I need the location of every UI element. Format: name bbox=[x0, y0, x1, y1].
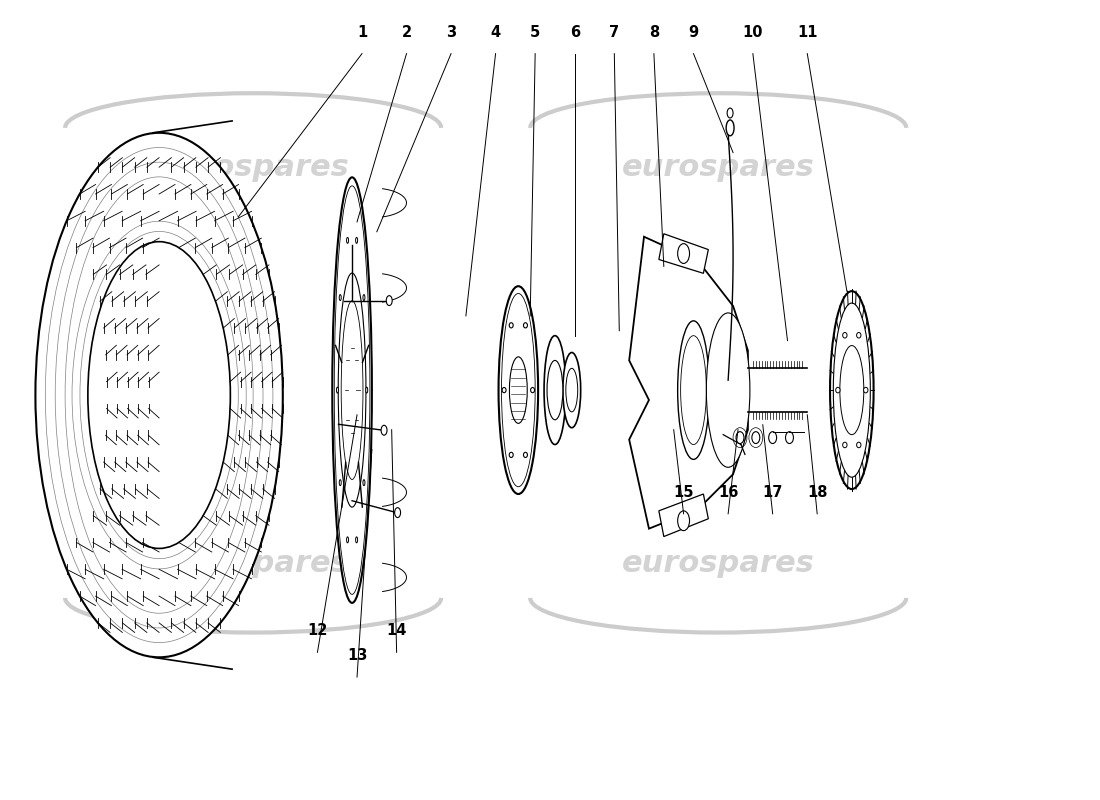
Text: eurospares: eurospares bbox=[621, 153, 815, 182]
Ellipse shape bbox=[752, 432, 760, 443]
Ellipse shape bbox=[524, 322, 527, 328]
Text: 7: 7 bbox=[609, 25, 619, 40]
Ellipse shape bbox=[678, 511, 690, 530]
Ellipse shape bbox=[830, 291, 873, 489]
Text: 16: 16 bbox=[718, 485, 738, 500]
Ellipse shape bbox=[381, 426, 387, 435]
Text: 13: 13 bbox=[346, 648, 367, 663]
Ellipse shape bbox=[544, 336, 565, 445]
Ellipse shape bbox=[332, 178, 372, 603]
Ellipse shape bbox=[727, 108, 733, 118]
Text: 10: 10 bbox=[742, 25, 763, 40]
Text: 4: 4 bbox=[491, 25, 501, 40]
Text: 17: 17 bbox=[762, 485, 783, 500]
Ellipse shape bbox=[843, 333, 847, 338]
Polygon shape bbox=[629, 237, 748, 529]
Ellipse shape bbox=[339, 480, 341, 486]
Ellipse shape bbox=[530, 387, 535, 393]
Ellipse shape bbox=[843, 442, 847, 448]
Ellipse shape bbox=[565, 368, 578, 412]
Text: eurospares: eurospares bbox=[621, 549, 815, 578]
Text: 9: 9 bbox=[689, 25, 698, 40]
Ellipse shape bbox=[706, 313, 750, 467]
Ellipse shape bbox=[509, 357, 527, 423]
Ellipse shape bbox=[563, 353, 581, 428]
Ellipse shape bbox=[346, 238, 349, 243]
Ellipse shape bbox=[337, 387, 339, 393]
Ellipse shape bbox=[509, 452, 514, 458]
Ellipse shape bbox=[785, 432, 793, 443]
Ellipse shape bbox=[341, 301, 363, 479]
Text: eurospares: eurospares bbox=[157, 549, 350, 578]
Polygon shape bbox=[659, 494, 708, 537]
Text: 5: 5 bbox=[530, 25, 540, 40]
Ellipse shape bbox=[547, 361, 563, 420]
Ellipse shape bbox=[678, 321, 710, 459]
Ellipse shape bbox=[365, 387, 367, 393]
Ellipse shape bbox=[736, 432, 744, 443]
Ellipse shape bbox=[769, 432, 777, 443]
Ellipse shape bbox=[839, 346, 864, 434]
Ellipse shape bbox=[386, 296, 393, 306]
Ellipse shape bbox=[355, 238, 358, 243]
Text: 14: 14 bbox=[386, 623, 407, 638]
Ellipse shape bbox=[524, 452, 527, 458]
Ellipse shape bbox=[502, 387, 506, 393]
Ellipse shape bbox=[678, 244, 690, 263]
Ellipse shape bbox=[35, 133, 283, 658]
Ellipse shape bbox=[857, 333, 861, 338]
Ellipse shape bbox=[395, 508, 400, 518]
Ellipse shape bbox=[355, 537, 358, 543]
Ellipse shape bbox=[498, 286, 538, 494]
Ellipse shape bbox=[726, 120, 734, 136]
Text: 6: 6 bbox=[570, 25, 580, 40]
Text: 8: 8 bbox=[649, 25, 659, 40]
Ellipse shape bbox=[363, 294, 365, 301]
Text: 2: 2 bbox=[402, 25, 411, 40]
Ellipse shape bbox=[363, 480, 365, 486]
Text: 1: 1 bbox=[356, 25, 367, 40]
Ellipse shape bbox=[836, 387, 840, 393]
Ellipse shape bbox=[864, 387, 868, 393]
Text: 12: 12 bbox=[307, 623, 328, 638]
Ellipse shape bbox=[339, 294, 341, 301]
Ellipse shape bbox=[346, 537, 349, 543]
Ellipse shape bbox=[509, 322, 514, 328]
Text: 18: 18 bbox=[807, 485, 827, 500]
Ellipse shape bbox=[88, 242, 230, 549]
Text: 11: 11 bbox=[798, 25, 817, 40]
Text: eurospares: eurospares bbox=[157, 153, 350, 182]
Text: 15: 15 bbox=[673, 485, 694, 500]
Ellipse shape bbox=[338, 273, 366, 507]
Ellipse shape bbox=[857, 442, 861, 448]
Text: 3: 3 bbox=[446, 25, 456, 40]
Polygon shape bbox=[659, 234, 708, 274]
